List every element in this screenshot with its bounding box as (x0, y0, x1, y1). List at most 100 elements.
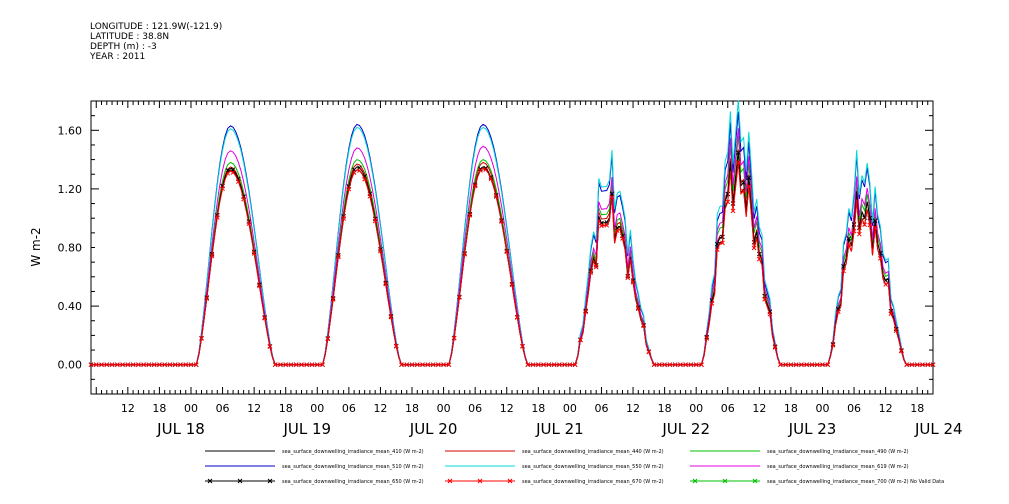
series-marker-7 (635, 306, 641, 312)
series-marker-7 (262, 315, 268, 321)
series-marker-7 (346, 186, 352, 192)
series-marker-7 (851, 228, 857, 234)
series-marker-7 (688, 362, 694, 368)
series-marker-7 (278, 362, 283, 368)
series-marker-7 (746, 184, 752, 189)
series-marker-6 (746, 175, 752, 181)
x-tick-label: 18 (910, 402, 924, 415)
series-marker-7 (725, 199, 731, 205)
series-marker-7 (772, 345, 778, 350)
series-marker-7 (330, 297, 336, 302)
series-marker-7 (651, 362, 657, 368)
series-marker-7 (825, 362, 831, 368)
series-marker-7 (672, 362, 678, 368)
series-marker-7 (404, 362, 410, 368)
series-marker-7 (835, 309, 841, 315)
series-marker-7 (299, 362, 304, 368)
x-tick-label: 00 (563, 402, 577, 415)
series-marker-7 (709, 301, 715, 306)
series-marker-7 (93, 362, 99, 368)
y-tick-label: 0.00 (58, 359, 83, 372)
series-marker-7 (199, 336, 204, 341)
series-marker-7 (751, 245, 757, 251)
series-marker-6 (756, 251, 762, 257)
series-marker-7 (525, 362, 531, 368)
legend-marker (507, 478, 513, 484)
series-marker-7 (520, 344, 525, 349)
series-marker-7 (414, 362, 420, 368)
series-marker-7 (730, 208, 736, 214)
series-marker-7 (467, 212, 473, 218)
series-marker-7 (193, 362, 199, 368)
series-marker-7 (246, 221, 252, 227)
series-marker-7 (283, 362, 289, 368)
series-marker-7 (293, 362, 299, 368)
series-marker-7 (335, 254, 341, 260)
x-tick-label: 12 (626, 402, 640, 415)
series-marker-7 (667, 362, 673, 368)
series-marker-7 (351, 170, 357, 175)
series-marker-7 (841, 268, 846, 274)
series-marker-7 (109, 362, 115, 368)
series-marker-7 (920, 362, 925, 368)
legend-label: sea_surface_downwelling_irradiance_mean_… (282, 464, 424, 470)
series-marker-7 (741, 188, 746, 194)
x-tick-label: 00 (310, 402, 324, 415)
series-marker-7 (809, 362, 815, 368)
series-marker-7 (167, 362, 173, 368)
series-marker-7 (251, 251, 257, 256)
date-label: JUL 22 (661, 420, 710, 438)
series-marker-7 (220, 186, 225, 192)
series-marker-7 (856, 231, 862, 237)
series-marker-7 (630, 279, 636, 285)
series-marker-7 (846, 242, 852, 247)
series-marker-7 (378, 248, 383, 254)
date-label: JUL 20 (409, 420, 458, 438)
series-marker-7 (267, 344, 273, 350)
series-marker-7 (146, 362, 152, 368)
plot-frame (90, 100, 934, 395)
series-marker-7 (383, 281, 389, 287)
x-tick-label: 06 (721, 402, 735, 415)
legend-marker (447, 478, 453, 484)
series-marker-7 (767, 311, 773, 317)
legend-marker (267, 478, 273, 484)
series-marker-7 (588, 270, 594, 275)
series-marker-6 (846, 236, 852, 241)
series-marker-7 (399, 362, 404, 368)
series-marker-6 (714, 241, 720, 247)
series-marker-7 (257, 283, 262, 289)
series-marker-7 (488, 176, 494, 182)
x-tick-label: 12 (247, 402, 261, 415)
series-marker-7 (904, 362, 910, 368)
series-marker-7 (620, 236, 625, 241)
series-line-4 (91, 100, 933, 366)
series-marker-7 (593, 264, 599, 270)
series-marker-7 (788, 362, 794, 368)
series-line-2 (91, 136, 933, 366)
legend-marker (237, 478, 243, 484)
series-marker-7 (214, 215, 220, 220)
series-marker-7 (925, 362, 931, 368)
series-marker-7 (314, 362, 320, 368)
legend-marker (477, 478, 483, 484)
series-marker-7 (693, 362, 699, 368)
y-tick-label: 0.80 (58, 242, 83, 255)
series-marker-7 (567, 362, 573, 368)
series-marker-7 (157, 362, 162, 368)
series-marker-7 (457, 295, 462, 300)
series-marker-7 (472, 183, 478, 189)
series-marker-7 (425, 362, 431, 368)
x-tick-label: 06 (342, 402, 356, 415)
series-marker-7 (172, 362, 178, 368)
series-marker-7 (114, 362, 120, 368)
x-tick-label: 18 (784, 402, 798, 415)
legend-marker (692, 478, 698, 484)
legend-marker (207, 478, 213, 484)
series-marker-7 (778, 362, 783, 368)
legend-label: sea_surface_downwelling_irradiance_mean_… (282, 449, 424, 455)
series-marker-7 (909, 362, 915, 368)
series-marker-7 (478, 168, 483, 173)
series-marker-7 (878, 256, 883, 261)
series-marker-7 (930, 362, 936, 368)
